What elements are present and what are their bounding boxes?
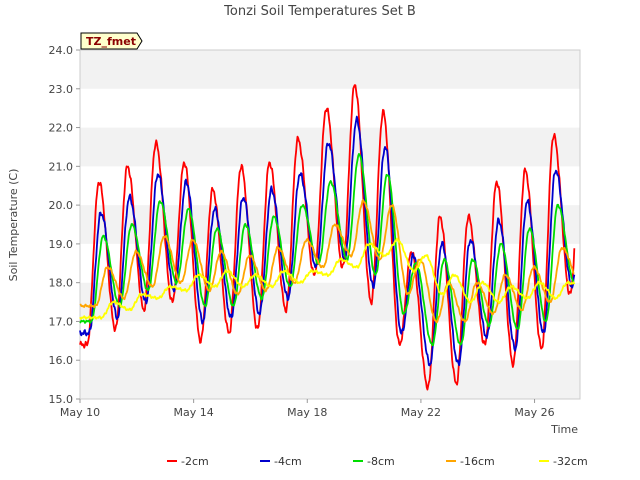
plot-band <box>80 360 580 399</box>
plot-area-border <box>79 49 581 400</box>
legend-label: -4cm <box>274 455 302 468</box>
chart-title: Tonzi Soil Temperatures Set B <box>223 4 416 19</box>
y-tick-label: 20.0 <box>49 199 74 212</box>
legend-label: -16cm <box>460 455 495 468</box>
plot-bands <box>80 50 580 399</box>
y-tick-label: 15.0 <box>49 393 74 406</box>
x-tick-label: May 10 <box>60 406 100 419</box>
plot-band <box>80 321 580 361</box>
y-tick-label: 18.0 <box>49 277 74 290</box>
x-tick-label: May 18 <box>287 406 327 419</box>
x-tick-label: May 22 <box>401 406 441 419</box>
badge-label: TZ_fmet <box>86 35 136 48</box>
badge-shape <box>80 32 143 50</box>
y-axis-ticks: 15.0 16.0 17.0 18.0 19.0 20.0 21.0 22.0 23.0 24.0 <box>49 44 80 406</box>
x-tick-label: May 14 <box>174 406 214 419</box>
y-tick-label: 16.0 <box>49 354 74 367</box>
legend-label: -32cm <box>553 455 588 468</box>
y-tick-label: 19.0 <box>49 238 74 251</box>
badge: TZ_fmet <box>80 32 143 50</box>
legend-label: -8cm <box>367 455 395 468</box>
y-tick-label: 22.0 <box>49 122 74 135</box>
series-line-neg32cm <box>79 237 576 320</box>
series-lines <box>79 84 576 391</box>
y-tick-label: 23.0 <box>49 83 74 96</box>
series-line-neg4cm <box>79 115 576 367</box>
y-tick-label: 17.0 <box>49 315 74 328</box>
y-tick-label: 21.0 <box>49 160 74 173</box>
x-axis-label: Time <box>550 423 578 436</box>
plot-band <box>80 50 580 89</box>
legend: -2cm -4cm -8cm -16cm -32cm <box>167 455 588 468</box>
x-tick-label: May 26 <box>514 406 554 419</box>
x-axis-ticks: May 10 May 14 May 18 May 22 May 26 <box>60 399 555 419</box>
y-tick-label: 24.0 <box>49 44 74 57</box>
series-line-neg16cm <box>79 199 575 324</box>
y-axis-label: Soil Temperature (C) <box>7 169 20 282</box>
legend-label: -2cm <box>181 455 209 468</box>
